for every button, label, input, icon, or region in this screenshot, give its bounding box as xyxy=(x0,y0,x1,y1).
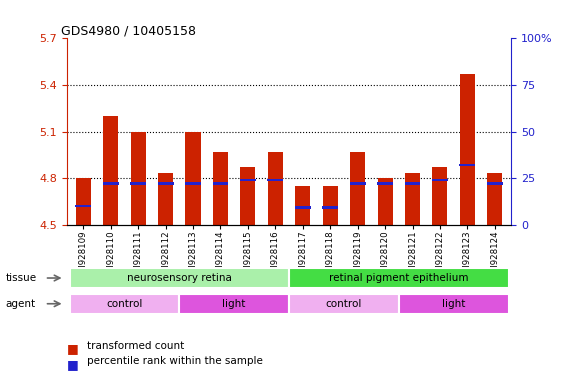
Bar xyxy=(213,182,228,185)
Bar xyxy=(322,186,338,225)
Bar xyxy=(487,174,503,225)
Bar xyxy=(350,182,365,185)
Bar xyxy=(350,152,365,225)
Text: ■: ■ xyxy=(67,343,78,356)
Bar xyxy=(460,74,475,225)
Bar xyxy=(131,131,146,225)
Bar xyxy=(432,167,447,225)
Bar xyxy=(213,152,228,225)
Text: light: light xyxy=(223,299,246,309)
Text: control: control xyxy=(106,299,142,309)
Bar xyxy=(404,182,421,185)
Bar xyxy=(103,116,119,225)
Bar xyxy=(158,174,173,225)
Bar xyxy=(268,152,283,225)
Bar xyxy=(185,182,201,185)
Bar xyxy=(70,268,289,288)
Bar xyxy=(103,182,119,185)
Bar xyxy=(240,179,256,181)
Bar xyxy=(378,178,393,225)
Text: GDS4980 / 10405158: GDS4980 / 10405158 xyxy=(61,25,196,38)
Text: ■: ■ xyxy=(67,358,78,371)
Text: light: light xyxy=(442,299,465,309)
Bar xyxy=(289,268,508,288)
Bar xyxy=(157,182,174,185)
Text: control: control xyxy=(326,299,362,309)
Text: neurosensory retina: neurosensory retina xyxy=(127,273,232,283)
Bar xyxy=(399,294,508,314)
Bar xyxy=(267,179,284,181)
Bar xyxy=(432,179,448,181)
Bar xyxy=(241,167,256,225)
Bar xyxy=(295,186,310,225)
Bar xyxy=(70,294,180,314)
Bar xyxy=(460,164,475,166)
Text: transformed count: transformed count xyxy=(87,341,184,351)
Bar xyxy=(295,207,311,209)
Text: percentile rank within the sample: percentile rank within the sample xyxy=(87,356,263,366)
Bar xyxy=(487,182,503,185)
Bar xyxy=(377,182,393,185)
Bar xyxy=(289,294,399,314)
Bar xyxy=(405,174,420,225)
Bar xyxy=(130,182,146,185)
Bar xyxy=(76,205,91,207)
Text: tissue: tissue xyxy=(6,273,37,283)
Text: retinal pigment epithelium: retinal pigment epithelium xyxy=(329,273,468,283)
Bar xyxy=(322,207,338,209)
Bar xyxy=(76,178,91,225)
Text: agent: agent xyxy=(6,299,36,309)
Bar xyxy=(180,294,289,314)
Bar xyxy=(185,131,200,225)
